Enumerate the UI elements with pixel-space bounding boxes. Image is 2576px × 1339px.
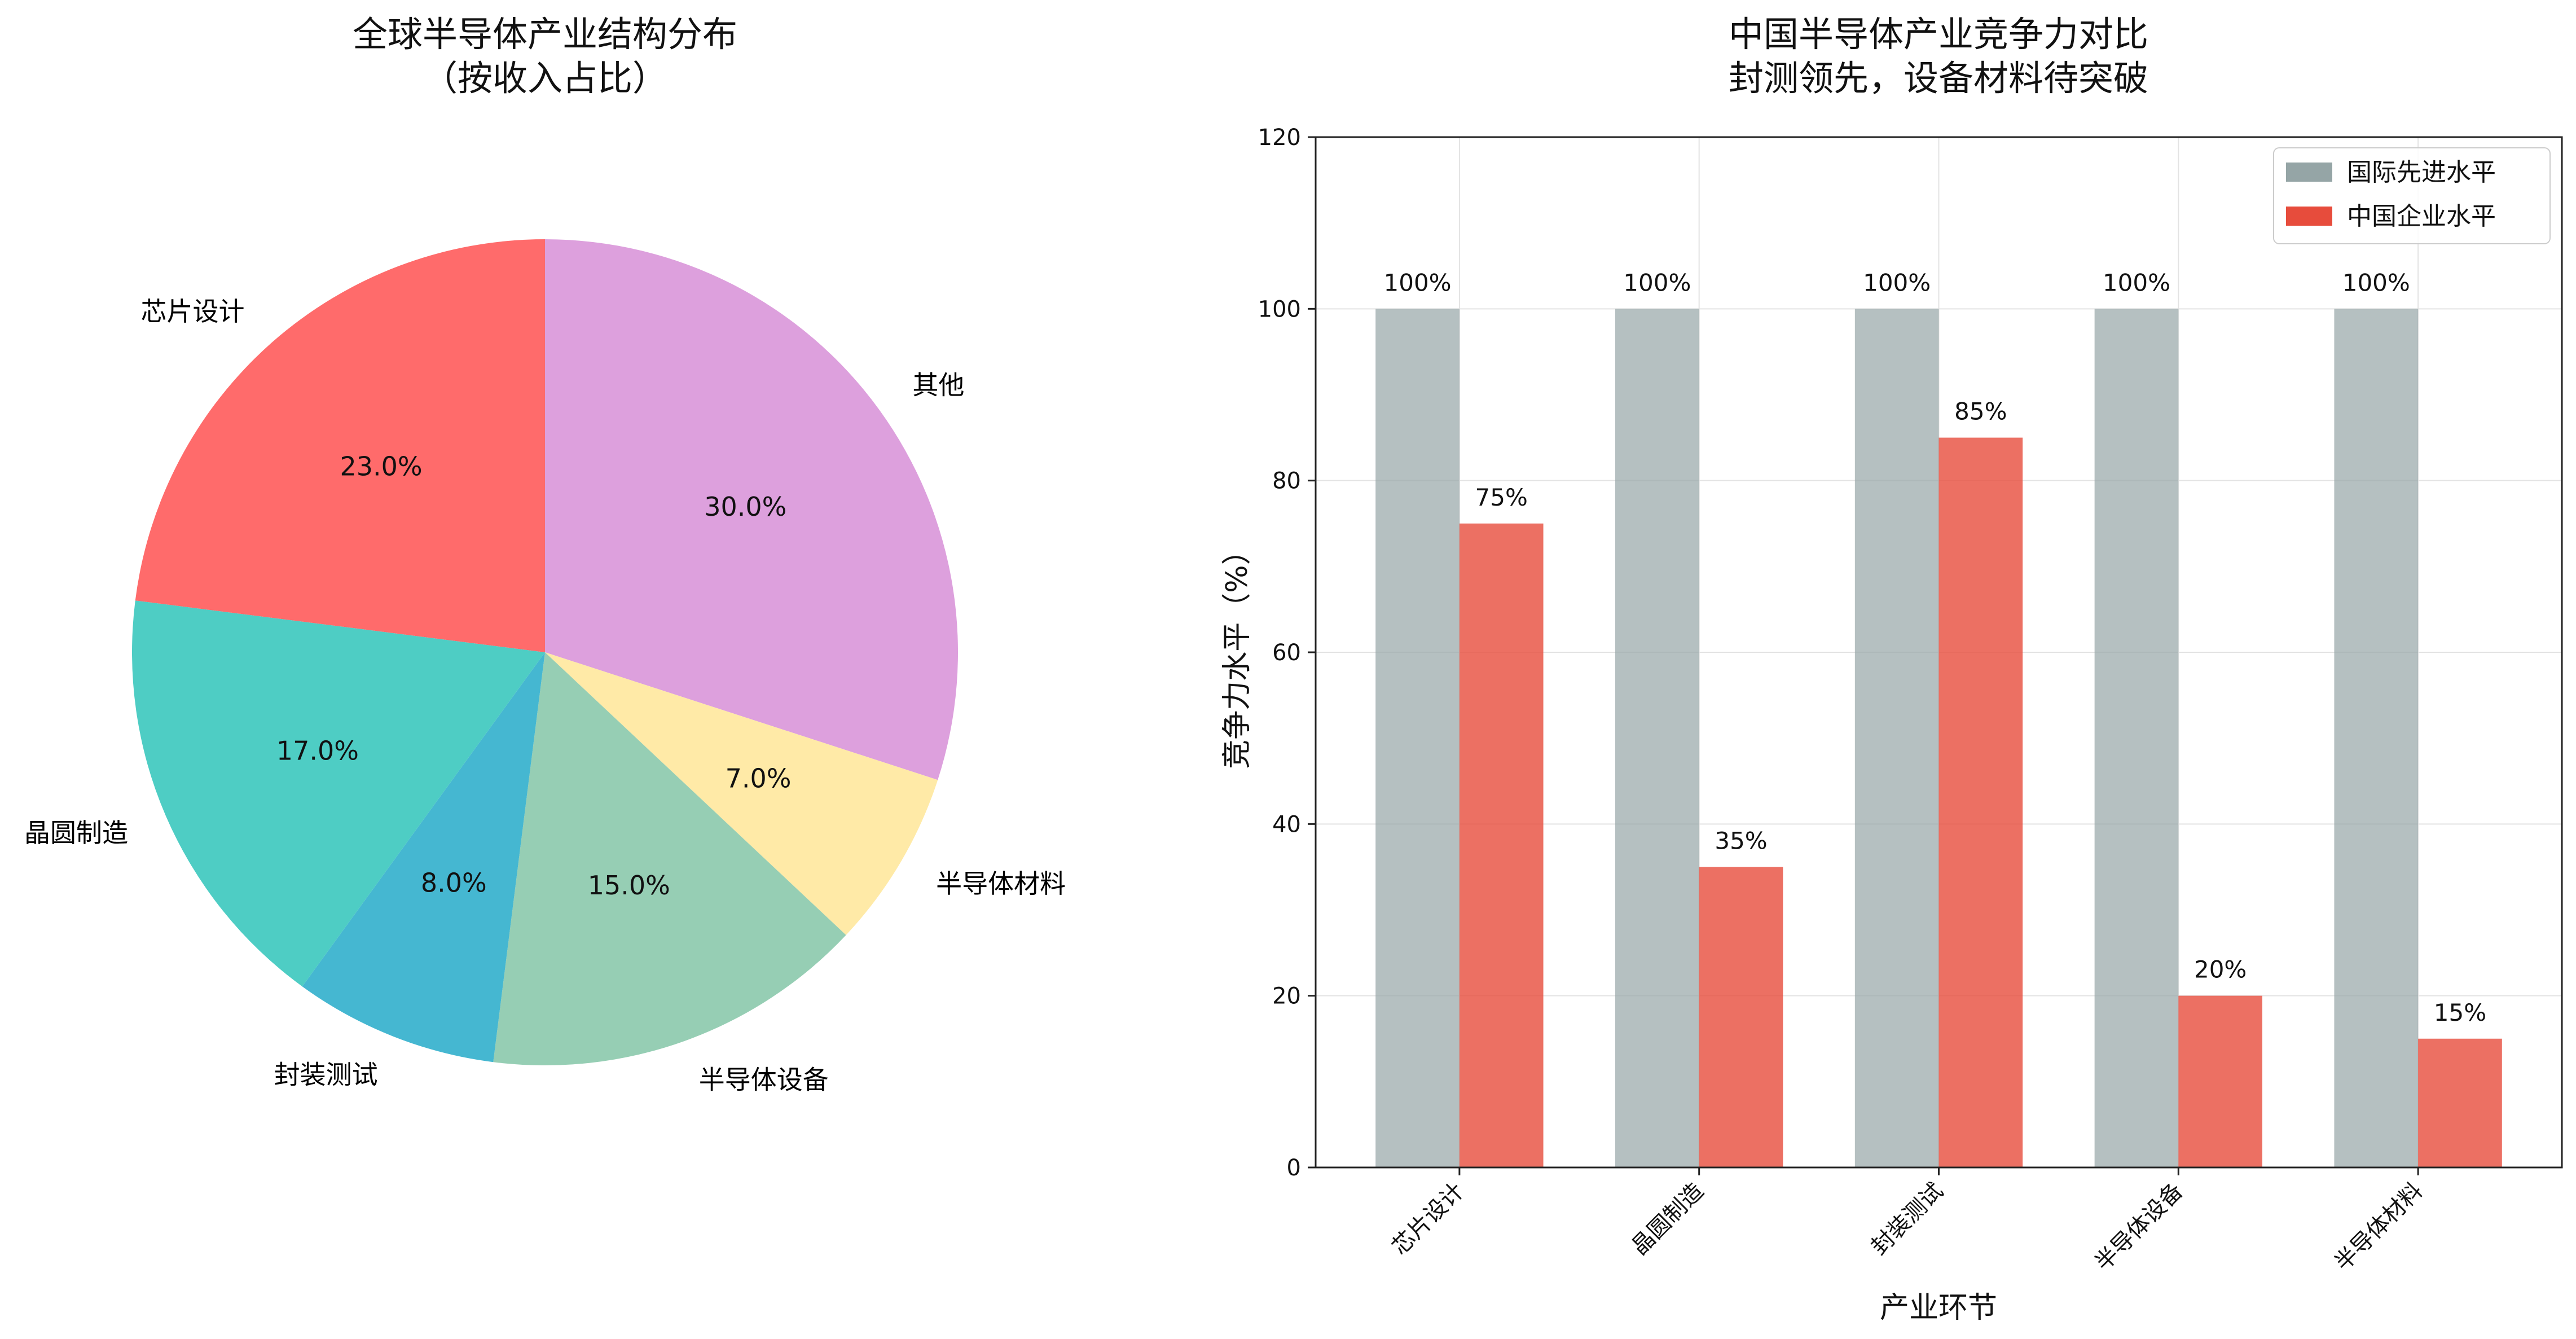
bar-chart: 中国半导体产业竞争力对比 封测领先，设备材料待突破 100% 100% 100% 10… (1220, 14, 2563, 1325)
legend-label-international: 国际先进水平 (2347, 158, 2496, 187)
y-tick-label-2: 40 (1272, 811, 1301, 837)
y-axis-ticks: 0 20 40 60 80 100 120 (1258, 125, 1316, 1181)
bar-value-label-0-4: 100% (2342, 269, 2410, 296)
pie-slice-1 (545, 652, 938, 936)
pie-slice-label-1: 半导体材料 (936, 868, 1066, 899)
x-tick-label-2: 封装测试 (1866, 1178, 1949, 1261)
y-tick-label-0: 0 (1287, 1155, 1301, 1181)
x-tick-label-4: 半导体材料 (2329, 1178, 2428, 1276)
bar-title-line-2: 封测领先，设备材料待突破 (1729, 58, 2148, 99)
bar-value-label-1-3: 20% (2194, 956, 2247, 984)
pie-slice-2 (493, 652, 846, 1065)
bar-value-labels: 100% 100% 100% 100% 100% 75% 35% 85% 20% 15% (1384, 269, 2487, 1026)
pie-slice-3 (302, 652, 545, 1063)
x-axis-ticks: 芯片设计 晶圆制造 封装测试 半导体设备 半导体材料 (1387, 1167, 2428, 1276)
bar-series-0-cat-1 (1615, 309, 1699, 1168)
pie-slice-0 (545, 239, 958, 780)
pie-slice-percent-0: 30.0% (704, 491, 786, 522)
y-tick-label-5: 100 (1258, 296, 1301, 322)
bar-series-1-cat-3 (2178, 995, 2262, 1167)
bar-bars (1375, 309, 2502, 1168)
pie-percent-labels: 30.0% 7.0% 15.0% 8.0% 17.0% 23.0% (276, 451, 792, 901)
pie-slice-percent-2: 15.0% (588, 870, 670, 901)
bar-title-line-1: 中国半导体产业竞争力对比 (1729, 14, 2148, 55)
pie-slice-percent-3: 8.0% (421, 867, 487, 898)
bar-series-1-cat-1 (1699, 867, 1783, 1167)
pie-slice-percent-5: 23.0% (340, 451, 422, 482)
pie-slices (131, 239, 958, 1065)
pie-slice-label-3: 封装测试 (274, 1060, 378, 1090)
pie-slice-label-0: 其他 (912, 370, 964, 401)
legend-swatch-china (2286, 207, 2332, 226)
y-tick-label-6: 120 (1258, 125, 1301, 151)
x-tick-label-0: 芯片设计 (1387, 1178, 1469, 1261)
pie-slice-label-5: 芯片设计 (141, 296, 245, 327)
legend-label-china: 中国企业水平 (2347, 202, 2496, 231)
pie-title-line-2: （按收入占比） (423, 58, 667, 99)
bar-series-0-cat-4 (2334, 309, 2419, 1168)
legend-swatch-international (2286, 163, 2332, 182)
pie-chart: 全球半导体产业结构分布 （按收入占比） 30.0% 7.0% 15.0% 8.0% 17… (24, 14, 1066, 1095)
x-tick-label-3: 半导体设备 (2090, 1178, 2188, 1276)
y-tick-label-3: 60 (1272, 640, 1301, 666)
bar-value-label-0-1: 100% (1623, 269, 1691, 296)
bar-value-label-1-4: 15% (2434, 999, 2486, 1026)
y-tick-label-1: 20 (1272, 984, 1301, 1009)
pie-slice-percent-1: 7.0% (726, 763, 792, 794)
pie-title-line-1: 全球半导体产业结构分布 (353, 14, 737, 55)
pie-slice-label-2: 半导体设备 (699, 1065, 829, 1095)
bar-series-0-cat-3 (2094, 309, 2179, 1168)
y-axis-label: 竞争力水平（%） (1220, 535, 1254, 769)
bar-series-1-cat-2 (1938, 437, 2023, 1168)
x-axis-label: 产业环节 (1880, 1291, 1997, 1325)
legend: 国际先进水平 中国企业水平 (2273, 147, 2551, 244)
bar-value-label-0-0: 100% (1384, 269, 1452, 296)
bar-value-label-0-3: 100% (2103, 269, 2170, 296)
pie-slice-label-4: 晶圆制造 (24, 818, 128, 848)
y-tick-label-4: 80 (1272, 468, 1301, 494)
bar-value-label-1-0: 75% (1475, 484, 1528, 511)
bar-series-0-cat-2 (1854, 309, 1939, 1168)
pie-slice-5 (135, 239, 545, 652)
bar-series-0-cat-0 (1375, 309, 1460, 1168)
bar-value-label-1-2: 85% (1954, 398, 2007, 425)
bar-value-label-0-2: 100% (1863, 269, 1931, 296)
x-tick-label-1: 晶圆制造 (1627, 1178, 1709, 1261)
bar-value-label-1-1: 35% (1715, 827, 1767, 854)
bar-series-1-cat-4 (2418, 1038, 2502, 1167)
pie-slice-percent-4: 17.0% (276, 735, 359, 766)
legend-frame (2273, 147, 2551, 244)
pie-slice-4 (131, 600, 546, 987)
bar-series-1-cat-0 (1459, 523, 1544, 1167)
